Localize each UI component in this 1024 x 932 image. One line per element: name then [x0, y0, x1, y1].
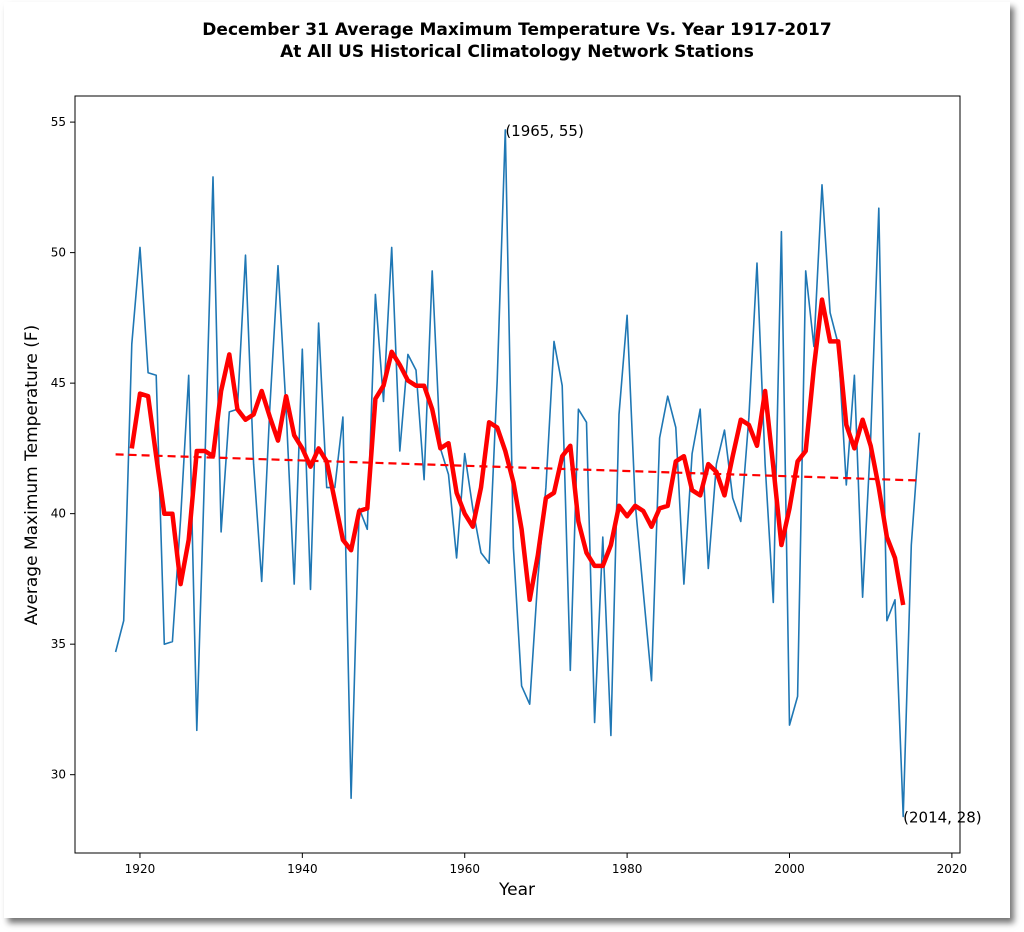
x-tick-label: 2020	[937, 862, 968, 876]
y-tick-label: 30	[51, 768, 66, 782]
x-tick-label: 2000	[774, 862, 805, 876]
y-tick-label: 55	[51, 115, 66, 129]
series-line-raw	[114, 129, 921, 818]
annotation-label: (1965, 55)	[505, 122, 584, 140]
plot-area	[114, 129, 921, 818]
series-line-smoothed	[129, 297, 906, 606]
y-tick-label: 50	[51, 246, 66, 260]
y-tick-label: 35	[51, 637, 66, 651]
y-tick-label: 45	[51, 376, 66, 390]
x-tick-label: 1920	[125, 862, 156, 876]
x-axis: 1920 1940 1960 1980 2000 2020	[125, 853, 967, 876]
y-axis-label: Average Maximum Temperature (F)	[22, 325, 42, 626]
y-axis: 30 35 40 45 50 55	[51, 115, 75, 782]
plot-border	[74, 95, 961, 854]
series-line-trend	[115, 453, 920, 482]
y-tick-label: 40	[51, 507, 66, 521]
chart-title-line2: At All US Historical Climatology Network…	[280, 42, 754, 62]
chart-title-line1: December 31 Average Maximum Temperature …	[202, 20, 831, 40]
x-tick-label: 1980	[612, 862, 643, 876]
annotations: (1965, 55) (2014, 28)	[505, 122, 981, 827]
x-tick-label: 1960	[449, 862, 480, 876]
x-tick-label: 1940	[287, 862, 318, 876]
annotation-label: (2014, 28)	[903, 808, 982, 826]
x-axis-label: Year	[498, 880, 535, 900]
